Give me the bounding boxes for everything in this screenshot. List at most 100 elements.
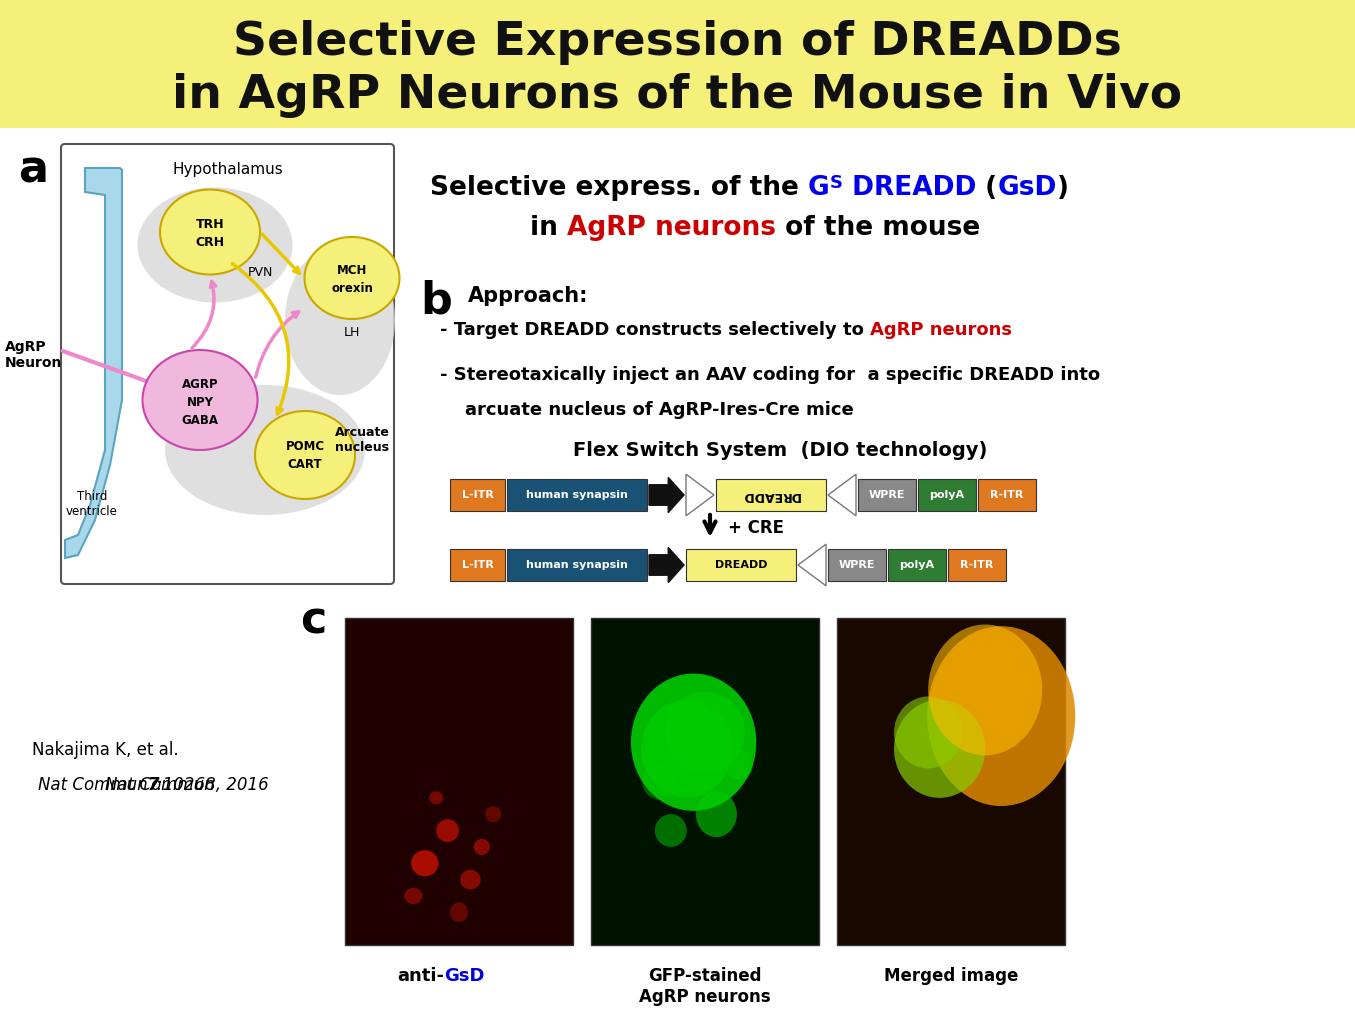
Text: orexin: orexin [331, 282, 373, 294]
Ellipse shape [665, 691, 745, 774]
Polygon shape [798, 545, 827, 585]
Text: GFP-stained
AgRP neurons: GFP-stained AgRP neurons [640, 967, 771, 1006]
Text: Arcuate
nucleus: Arcuate nucleus [335, 426, 389, 454]
Ellipse shape [725, 750, 753, 780]
Text: GsD: GsD [997, 175, 1057, 201]
Ellipse shape [404, 888, 423, 904]
Text: in AgRP Neurons of the Mouse in Vivo: in AgRP Neurons of the Mouse in Vivo [172, 72, 1182, 117]
Text: anti-: anti- [397, 967, 444, 985]
Text: Approach:: Approach: [467, 286, 588, 306]
Text: human synapsin: human synapsin [526, 560, 627, 570]
Text: a: a [18, 148, 47, 191]
Bar [450, 549, 505, 581]
Polygon shape [828, 474, 856, 516]
Text: Hypothalamus: Hypothalamus [172, 162, 283, 177]
Text: PVN: PVN [248, 266, 272, 279]
Ellipse shape [430, 791, 443, 804]
Text: human synapsin: human synapsin [526, 490, 627, 500]
Polygon shape [686, 474, 714, 516]
Text: of the mouse: of the mouse [776, 215, 980, 241]
Bar [450, 479, 505, 511]
Text: + CRE: + CRE [728, 519, 785, 538]
Text: c: c [299, 600, 327, 643]
Ellipse shape [474, 839, 489, 855]
Ellipse shape [927, 626, 1076, 806]
Bar [917, 479, 976, 511]
Ellipse shape [305, 237, 400, 319]
Bar [837, 618, 1065, 945]
Text: Third
ventricle: Third ventricle [66, 490, 118, 518]
Bar [591, 618, 818, 945]
Ellipse shape [461, 869, 481, 890]
Text: polyA: polyA [930, 490, 965, 500]
Text: DREADD: DREADD [741, 489, 801, 502]
Text: LH: LH [344, 327, 360, 339]
Ellipse shape [160, 189, 260, 275]
Text: ): ) [1057, 175, 1069, 201]
Text: L-ITR: L-ITR [462, 560, 493, 570]
Text: Flex Switch System  (DIO technology): Flex Switch System (DIO technology) [573, 441, 988, 459]
Bar [828, 549, 886, 581]
Bar [978, 479, 1037, 511]
Bar [507, 549, 646, 581]
Ellipse shape [631, 674, 756, 811]
Polygon shape [649, 548, 684, 582]
Text: Merged image: Merged image [883, 967, 1018, 985]
Text: NPY: NPY [187, 396, 214, 409]
Text: polyA: polyA [900, 560, 935, 570]
Bar [686, 549, 795, 581]
Bar [858, 479, 916, 511]
Text: POMC: POMC [286, 441, 325, 453]
Ellipse shape [894, 696, 962, 769]
Text: AGRP: AGRP [182, 379, 218, 392]
Text: 7: 7 [148, 776, 160, 794]
Text: DREADD: DREADD [714, 560, 767, 570]
Ellipse shape [641, 699, 732, 798]
FancyBboxPatch shape [61, 144, 394, 584]
Polygon shape [649, 477, 684, 513]
Ellipse shape [894, 699, 985, 798]
Bar [0, 0, 1355, 128]
Bar [715, 479, 827, 511]
Text: Nat Commun: Nat Commun [104, 776, 220, 794]
Bar [948, 549, 1005, 581]
Text: WPRE: WPRE [839, 560, 875, 570]
Ellipse shape [642, 764, 676, 799]
Text: CRH: CRH [195, 235, 225, 248]
Text: :10268, 2016: :10268, 2016 [157, 776, 268, 794]
Text: arcuate nucleus of AgRP-Ires-Cre mice: arcuate nucleus of AgRP-Ires-Cre mice [465, 401, 854, 419]
Bar [507, 479, 646, 511]
Text: AgRP neurons: AgRP neurons [870, 321, 1012, 339]
Text: Selective Expression of DREADDs: Selective Expression of DREADDs [233, 19, 1122, 64]
Text: AgRP
Neuron: AgRP Neuron [5, 340, 62, 371]
Text: CART: CART [287, 458, 322, 471]
Ellipse shape [285, 245, 396, 395]
Text: b: b [420, 280, 451, 323]
Text: WPRE: WPRE [869, 490, 905, 500]
Ellipse shape [137, 187, 293, 302]
Text: TRH: TRH [195, 218, 225, 230]
Text: DREADD: DREADD [843, 175, 976, 201]
Ellipse shape [142, 350, 257, 450]
Ellipse shape [165, 385, 364, 515]
Text: R-ITR: R-ITR [991, 490, 1023, 500]
Bar [888, 549, 946, 581]
Ellipse shape [485, 806, 501, 823]
Text: AgRP neurons: AgRP neurons [566, 215, 776, 241]
Text: GABA: GABA [182, 413, 218, 427]
Text: (: ( [976, 175, 997, 201]
Text: L-ITR: L-ITR [462, 490, 493, 500]
Ellipse shape [928, 624, 1042, 755]
Text: Selective express. of the: Selective express. of the [430, 175, 808, 201]
Text: G: G [808, 175, 829, 201]
Ellipse shape [654, 814, 687, 847]
Text: S: S [829, 174, 843, 192]
Ellipse shape [696, 791, 737, 837]
Ellipse shape [411, 850, 439, 876]
Text: MCH: MCH [337, 264, 367, 277]
Ellipse shape [436, 819, 459, 842]
Text: Nat Commun: Nat Commun [38, 776, 153, 794]
Text: Nakajima K, et al.: Nakajima K, et al. [31, 741, 179, 759]
PathPatch shape [65, 168, 122, 558]
Text: in: in [530, 215, 566, 241]
